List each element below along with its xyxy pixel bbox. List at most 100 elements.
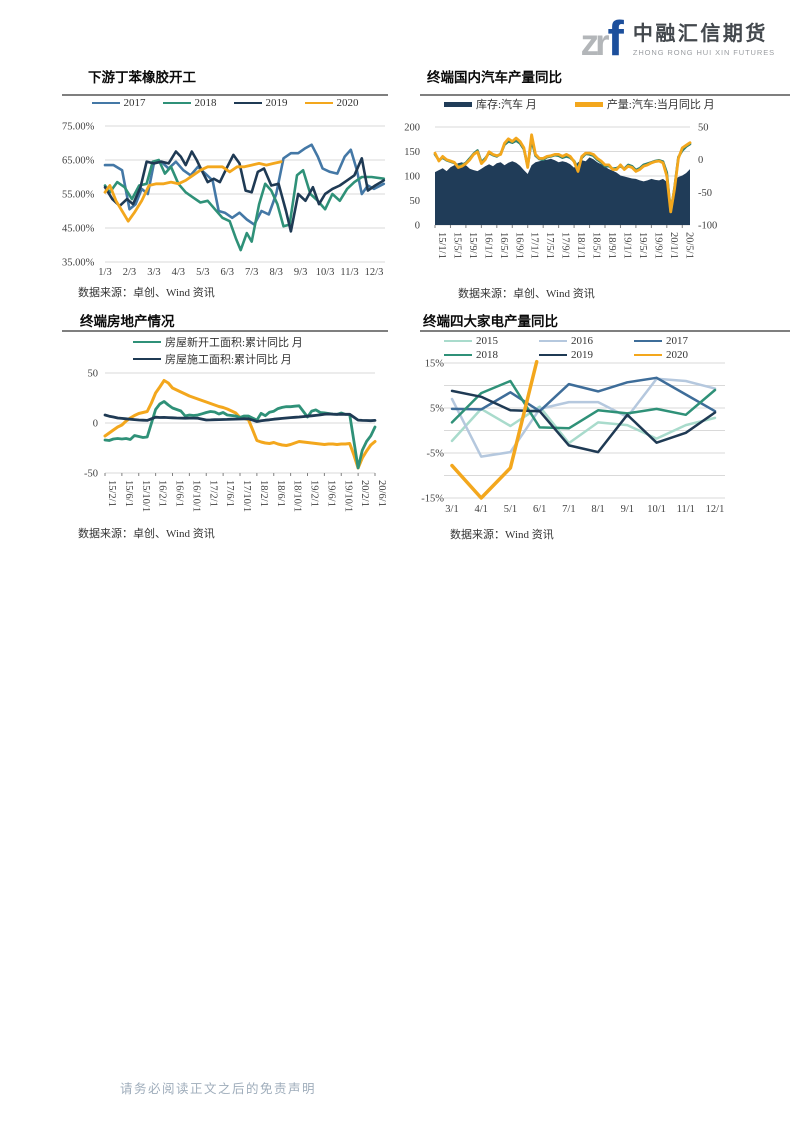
y-axis-right-tick-label: 50 xyxy=(698,123,709,134)
y-axis-tick-label: 150 xyxy=(404,147,420,158)
chart4-title-rule xyxy=(420,330,790,332)
legend-swatch xyxy=(444,101,472,107)
chart3-source: 数据来源：卓创、Wind 资讯 xyxy=(78,528,215,540)
x-axis-tick-label: 15/6/1 xyxy=(123,480,134,507)
x-axis-tick-label: 16/6/1 xyxy=(174,480,185,507)
y-axis-tick-label: 200 xyxy=(404,123,420,134)
series-2019 xyxy=(450,389,717,454)
y-axis-tick-label: -5% xyxy=(427,449,445,460)
y-axis-tick-label: 35.00% xyxy=(62,258,95,269)
legend-item--: 库存:汽车 月 xyxy=(444,96,537,112)
y-axis-right-tick-label: -50 xyxy=(698,188,712,199)
x-axis-tick-label: 8/1 xyxy=(591,504,604,515)
legend-item-2020: 2020 xyxy=(634,349,729,361)
chart4-title: 终端四大家电产量同比 xyxy=(423,314,558,329)
y-axis-tick-label: 15% xyxy=(425,359,445,370)
x-axis-tick-label: 18/9/1 xyxy=(606,232,617,259)
x-axis-tick-label: 16/2/1 xyxy=(157,480,168,507)
legend-item--: 产量:汽车:当月同比 月 xyxy=(574,96,715,112)
appliance-production-yoy-chart: 15% 5% -5% -15%3/1 4/1 5/1 6/1 7/1 8/1 9/1 10/1 11/… xyxy=(421,359,725,515)
legend-label: 2017 xyxy=(666,335,688,347)
x-axis-tick-label: 10/3 xyxy=(316,267,335,278)
series-库存-汽车-月 xyxy=(435,157,690,225)
y-axis-tick-label: 50 xyxy=(410,196,421,207)
x-axis-tick-label: 4/1 xyxy=(475,504,488,515)
legend-item--: 房屋施工面积:累计同比 月 xyxy=(133,351,292,367)
legend-item-2018: 2018 xyxy=(162,97,217,109)
legend-item-2015: 2015 xyxy=(444,335,539,347)
x-axis-tick-label: 6/3 xyxy=(221,267,234,278)
x-axis-tick-label: 5/1 xyxy=(504,504,517,515)
x-axis-tick-label: 17/2/1 xyxy=(207,480,218,507)
x-axis-tick-label: 18/10/1 xyxy=(292,480,303,512)
legend-swatch xyxy=(539,353,567,357)
x-axis-tick-label: 17/6/1 xyxy=(224,480,235,507)
legend-item-2019: 2019 xyxy=(233,97,288,109)
x-axis-tick-label: 16/10/1 xyxy=(190,480,201,512)
chart1-legend: 2017 2018 2019 2020 xyxy=(60,97,390,109)
legend-item-2018: 2018 xyxy=(444,349,539,361)
y-axis-tick-label: 0 xyxy=(93,419,98,430)
series-2018 xyxy=(450,379,717,430)
x-axis-tick-label: 16/1/1 xyxy=(482,232,493,259)
y-axis-tick-label: 50 xyxy=(88,369,99,380)
legend-swatch xyxy=(133,357,161,361)
x-axis-tick-label: 19/6/1 xyxy=(325,480,336,507)
x-axis-tick-label: 17/9/1 xyxy=(560,232,571,259)
y-axis-tick-label: 5% xyxy=(430,404,444,415)
legend-swatch xyxy=(233,101,262,105)
x-axis-tick-label: 19/1/1 xyxy=(621,232,632,259)
auto-production-yoy-chart: 200 150 100 50 0 50 0 -50 -100 15/1/1 15/5/1 15/9/1… xyxy=(404,123,717,259)
x-axis-tick-label: 19/5/1 xyxy=(637,232,648,259)
legend-label: 2018 xyxy=(194,97,217,109)
legend-swatch xyxy=(304,101,333,105)
chart1-title-rule xyxy=(62,94,388,96)
legend-item-2020: 2020 xyxy=(304,97,359,109)
x-axis-tick-label: 18/1/1 xyxy=(575,232,586,259)
series-2015 xyxy=(450,405,717,445)
y-axis-tick-label: 45.00% xyxy=(62,224,95,235)
legend-label: 产量:汽车:当月同比 月 xyxy=(606,99,715,111)
legend-label: 房屋施工面积:累计同比 月 xyxy=(165,354,292,366)
x-axis-tick-label: 17/5/1 xyxy=(544,232,555,259)
x-axis-tick-label: 9/1 xyxy=(621,504,634,515)
x-axis-tick-label: 15/9/1 xyxy=(467,232,478,259)
x-axis-tick-label: 12/1 xyxy=(706,504,725,515)
x-axis-tick-label: 7/1 xyxy=(562,504,575,515)
series-2020 xyxy=(103,160,283,223)
y-axis-tick-label: -15% xyxy=(421,494,444,505)
x-axis-tick-label: 20/6/1 xyxy=(376,480,387,507)
chart2-title: 终端国内汽车产量同比 xyxy=(427,70,562,85)
series-商品房销售相关 xyxy=(103,379,377,470)
x-axis-tick-label: 15/1/1 xyxy=(436,232,447,259)
legend-label: 2020 xyxy=(336,97,359,109)
series-2020 xyxy=(450,359,539,500)
y-axis-tick-label: -50 xyxy=(84,469,98,480)
legend-label: 2017 xyxy=(123,97,146,109)
legend-swatch xyxy=(91,101,120,105)
x-axis-tick-label: 18/2/1 xyxy=(258,480,269,507)
x-axis-tick-label: 19/9/1 xyxy=(652,232,663,259)
series-2017 xyxy=(103,143,386,226)
legend-swatch xyxy=(634,339,662,343)
legend-label: 2016 xyxy=(571,335,593,347)
logo-zrf-mark: zr f xyxy=(581,12,624,64)
logo-names: 中融汇信期货 ZHONG RONG HUI XIN FUTURES xyxy=(633,17,775,57)
x-axis-tick-label: 11/3 xyxy=(340,267,358,278)
x-axis-tick-label: 20/5/1 xyxy=(683,232,694,259)
x-axis-tick-label: 6/1 xyxy=(533,504,546,515)
x-axis-tick-label: 19/2/1 xyxy=(309,480,320,507)
y-axis-tick-label: 0 xyxy=(415,221,420,232)
legend-label: 2020 xyxy=(666,349,688,361)
company-logo: zr f 中融汇信期货 ZHONG RONG HUI XIN FUTURES xyxy=(581,12,775,64)
real-estate-chart: 50 0 -50 15/2/1 15/6/1 15/10/1 16/2/1 16/6/1 16/… xyxy=(84,369,387,513)
chart1-title: 下游丁苯橡胶开工 xyxy=(88,70,196,85)
y-axis-tick-label: 75.00% xyxy=(62,122,95,133)
x-axis-tick-label: 15/10/1 xyxy=(140,480,151,512)
chart4-legend: 2015 2016 2017 2018 2019 2020 xyxy=(444,334,729,362)
x-axis-tick-label: 20/1/1 xyxy=(668,232,679,259)
series-2019 xyxy=(103,150,386,233)
legend-label: 2019 xyxy=(265,97,288,109)
x-axis-tick-label: 15/2/1 xyxy=(106,480,117,507)
series-2018 xyxy=(103,158,386,252)
